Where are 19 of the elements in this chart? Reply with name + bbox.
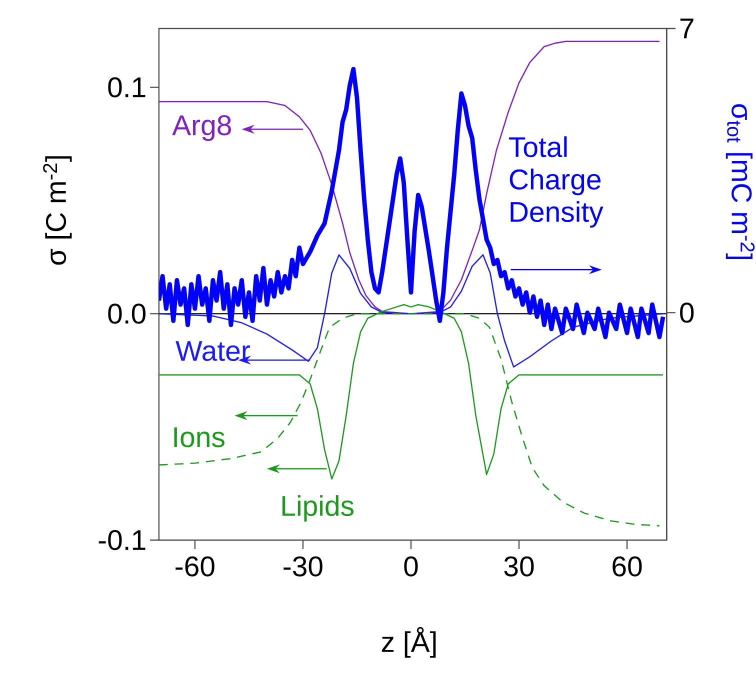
legend-label: Arg8 — [172, 115, 231, 142]
series-label: Ions — [174, 428, 224, 448]
y-tick-label: 0.0 — [108, 304, 146, 324]
legend-label: Water — [176, 341, 250, 362]
series-label: Lipids — [282, 495, 354, 522]
y-axis-title: σ [C m$^{-2}$] — [43, 156, 72, 265]
x-tick-label: -30 — [284, 556, 322, 577]
y-tick-label: 0.1 — [108, 77, 146, 98]
line-series — [158, 254, 664, 368]
series-label: Total Charge Density — [509, 136, 604, 228]
x-axis-title: z [Å] — [382, 627, 436, 658]
y2-tick-label: 0 — [680, 302, 694, 324]
x-tick-label: 30 — [504, 556, 534, 577]
y-tick-label: -0.1 — [98, 530, 146, 550]
x-tick-label: 0 — [404, 556, 418, 577]
x-tick-label: 60 — [612, 556, 642, 577]
y2-tick-label: 7 — [680, 18, 694, 38]
x-tick-label: -60 — [176, 556, 214, 577]
y2-axis-title: σ$_{tot}$ [mC m$^{-2}$] — [726, 104, 755, 260]
